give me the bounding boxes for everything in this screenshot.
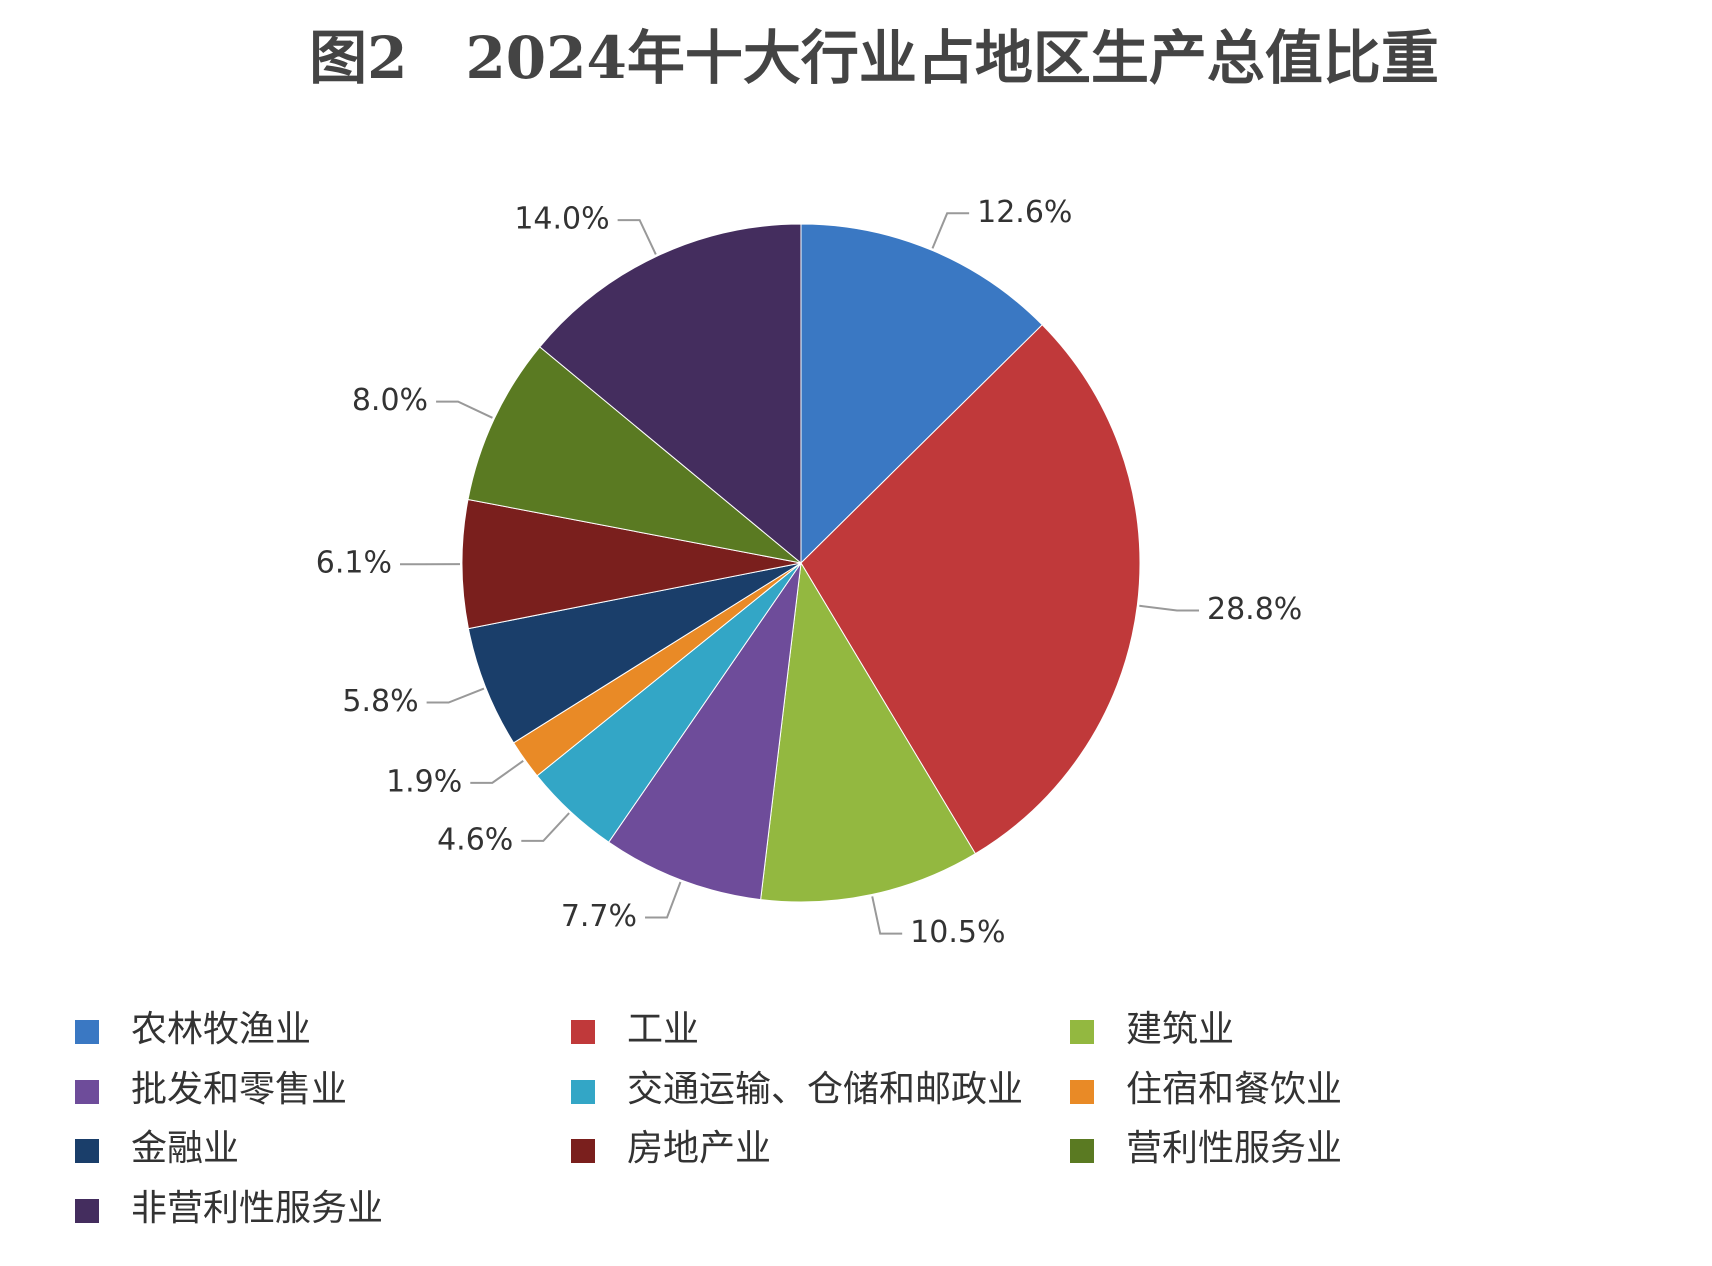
legend-swatch bbox=[75, 1020, 99, 1044]
value-label: 12.6% bbox=[977, 195, 1072, 230]
value-label: 14.0% bbox=[514, 202, 609, 237]
legend-swatch bbox=[1070, 1080, 1094, 1104]
legend-label: 农林牧渔业 bbox=[131, 1009, 311, 1050]
legend-swatch bbox=[75, 1139, 99, 1163]
legend-swatch bbox=[571, 1020, 595, 1044]
legend-label: 营利性服务业 bbox=[1126, 1128, 1342, 1169]
leader-line bbox=[645, 881, 682, 919]
legend-swatch bbox=[1070, 1020, 1094, 1044]
legend-label: 住宿和餐饮业 bbox=[1126, 1069, 1342, 1110]
legend-swatch bbox=[1070, 1139, 1094, 1163]
leader-line bbox=[931, 212, 970, 249]
legend-label: 批发和零售业 bbox=[131, 1069, 347, 1110]
leader-line bbox=[436, 400, 493, 419]
leader-line bbox=[1139, 604, 1200, 612]
legend-label: 交通运输、仓储和邮政业 bbox=[627, 1069, 1023, 1110]
pie-slice bbox=[467, 346, 802, 564]
chart-title: 图2 2024年十大行业占地区生产总值比重 bbox=[309, 24, 1439, 92]
pie-slice bbox=[539, 223, 802, 565]
pie-slice bbox=[760, 561, 977, 903]
legend-label: 非营利性服务业 bbox=[131, 1188, 383, 1229]
legend-label: 工业 bbox=[627, 1009, 699, 1050]
legend-label: 房地产业 bbox=[627, 1128, 771, 1169]
pie-slice bbox=[608, 562, 802, 901]
value-label: 5.8% bbox=[342, 684, 418, 719]
value-label: 10.5% bbox=[910, 915, 1005, 950]
pie-slice bbox=[461, 498, 802, 630]
legend-swatch bbox=[571, 1139, 595, 1163]
value-label: 6.1% bbox=[316, 546, 392, 581]
value-label: 8.0% bbox=[352, 383, 428, 418]
leader-line bbox=[617, 219, 657, 255]
pie-slice bbox=[467, 562, 802, 744]
legend-swatch bbox=[75, 1080, 99, 1104]
leader-line bbox=[470, 760, 524, 784]
legend-label: 金融业 bbox=[131, 1128, 239, 1169]
value-label: 1.9% bbox=[386, 764, 462, 799]
leader-line bbox=[871, 896, 903, 935]
value-label: 4.6% bbox=[437, 822, 513, 857]
legend-label: 建筑业 bbox=[1126, 1009, 1234, 1050]
legend-swatch bbox=[571, 1080, 595, 1104]
legend-swatch bbox=[75, 1199, 99, 1223]
leader-line bbox=[521, 812, 570, 842]
pie-slice bbox=[800, 223, 1043, 565]
value-label: 28.8% bbox=[1207, 592, 1302, 627]
value-label: 7.7% bbox=[561, 899, 637, 934]
leader-line bbox=[426, 687, 485, 704]
pie-slice bbox=[800, 324, 1141, 855]
